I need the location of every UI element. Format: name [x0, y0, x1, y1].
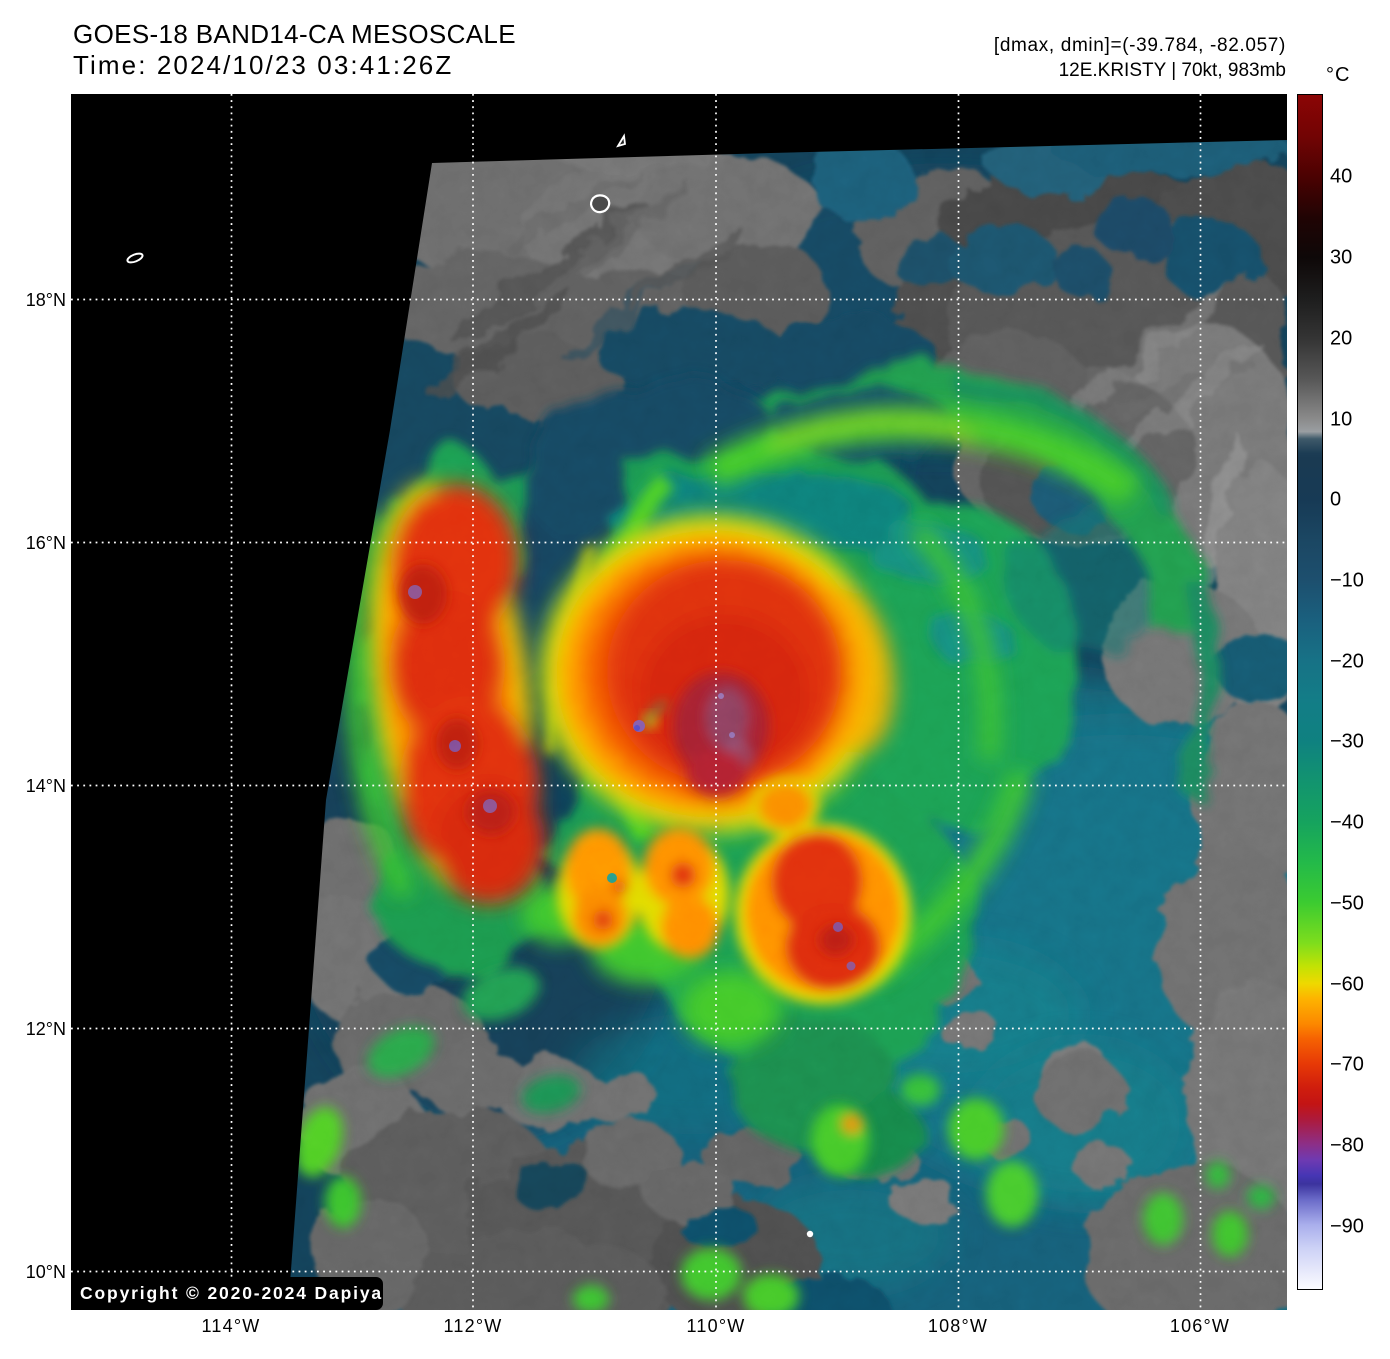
svg-text:Copyright © 2020-2024 Dapiya: Copyright © 2020-2024 Dapiya — [80, 1283, 383, 1303]
